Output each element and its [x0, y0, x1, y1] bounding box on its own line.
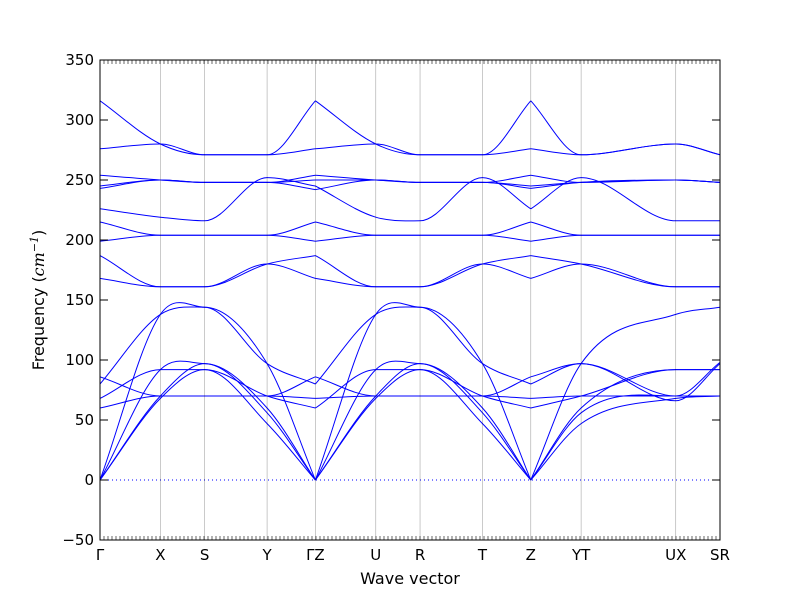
phonon-branch-3 — [100, 360, 316, 481]
phonon-branch-43 — [530, 362, 720, 397]
y-axis-ticks: −50 0 50 100 150 200 250 300 350 — [62, 51, 720, 549]
phonon-branch-21 — [314, 360, 532, 481]
y-axis-label: Frequency (cm−1) — [28, 230, 49, 371]
y-axis-label-unit: cm — [29, 252, 48, 276]
phonon-branch-12 — [100, 221, 316, 236]
x-tick-label-10: YT — [571, 546, 591, 564]
phonon-branch-7 — [100, 306, 316, 385]
phonon-branch-6 — [100, 369, 316, 409]
phonon-branch-31 — [315, 177, 532, 222]
x-tick-label-1: Γ — [96, 546, 105, 564]
phonon-branch-46 — [530, 255, 720, 288]
phonon-branch-54 — [530, 100, 720, 156]
y-axis-label-prefix: Frequency ( — [29, 276, 48, 370]
y-tick-label-8: 300 — [65, 111, 94, 129]
phonon-branch-48 — [530, 221, 720, 236]
x-tick-label-8: T — [477, 546, 488, 564]
x-tick-label-3: S — [200, 546, 210, 564]
phonon-branch-25 — [315, 306, 531, 385]
phonon-branch-34 — [315, 174, 531, 183]
x-tick-label-12: SR — [710, 546, 730, 564]
high-symmetry-lines — [160, 60, 677, 540]
phonon-branch-18 — [100, 100, 316, 156]
y-tick-label-9: 350 — [65, 51, 94, 69]
phonon-branch-36 — [315, 100, 532, 156]
phonon-branch-8 — [100, 376, 316, 397]
phonon-branch-24 — [315, 369, 531, 409]
x-tick-label-9: Z — [526, 546, 536, 564]
y-tick-label-6: 200 — [65, 231, 94, 249]
y-axis-label-exponent: −1 — [28, 236, 41, 252]
x-axis-ticks: Γ X S Y ΓZ U R T Z YT UX SR — [96, 60, 730, 564]
x-tick-label-4: Y — [262, 546, 273, 564]
phonon-branch-10 — [100, 255, 316, 288]
y-tick-label-4: 100 — [65, 351, 94, 369]
x-tick-label-11: UX — [665, 546, 686, 564]
phonon-branch-49 — [530, 177, 720, 222]
phonon-branch-52 — [530, 174, 720, 183]
phonon-branch-28 — [315, 255, 531, 288]
series-layer — [100, 100, 720, 481]
phonon-branch-13 — [100, 177, 316, 222]
phonon-branch-16 — [100, 174, 316, 183]
y-tick-label-1: −50 — [62, 531, 94, 549]
x-tick-label-6: U — [370, 546, 381, 564]
phonon-branch-26 — [315, 376, 531, 397]
phonon-branch-44 — [530, 363, 720, 402]
phonon-branch-37 — [530, 395, 720, 481]
y-tick-label-5: 150 — [65, 291, 94, 309]
x-tick-label-7: R — [415, 546, 425, 564]
x-tick-label-5: ΓZ — [306, 546, 325, 564]
phonon-branch-40 — [530, 306, 720, 481]
phonon-branch-30 — [315, 221, 531, 236]
phonon-branch-41 — [530, 395, 720, 399]
y-axis-label-suffix: ) — [29, 230, 48, 236]
y-tick-label-3: 50 — [75, 411, 94, 429]
y-tick-label-7: 250 — [65, 171, 94, 189]
x-tick-label-2: X — [155, 546, 165, 564]
y-tick-label-2: 0 — [84, 471, 94, 489]
x-axis-label: Wave vector — [360, 569, 460, 588]
